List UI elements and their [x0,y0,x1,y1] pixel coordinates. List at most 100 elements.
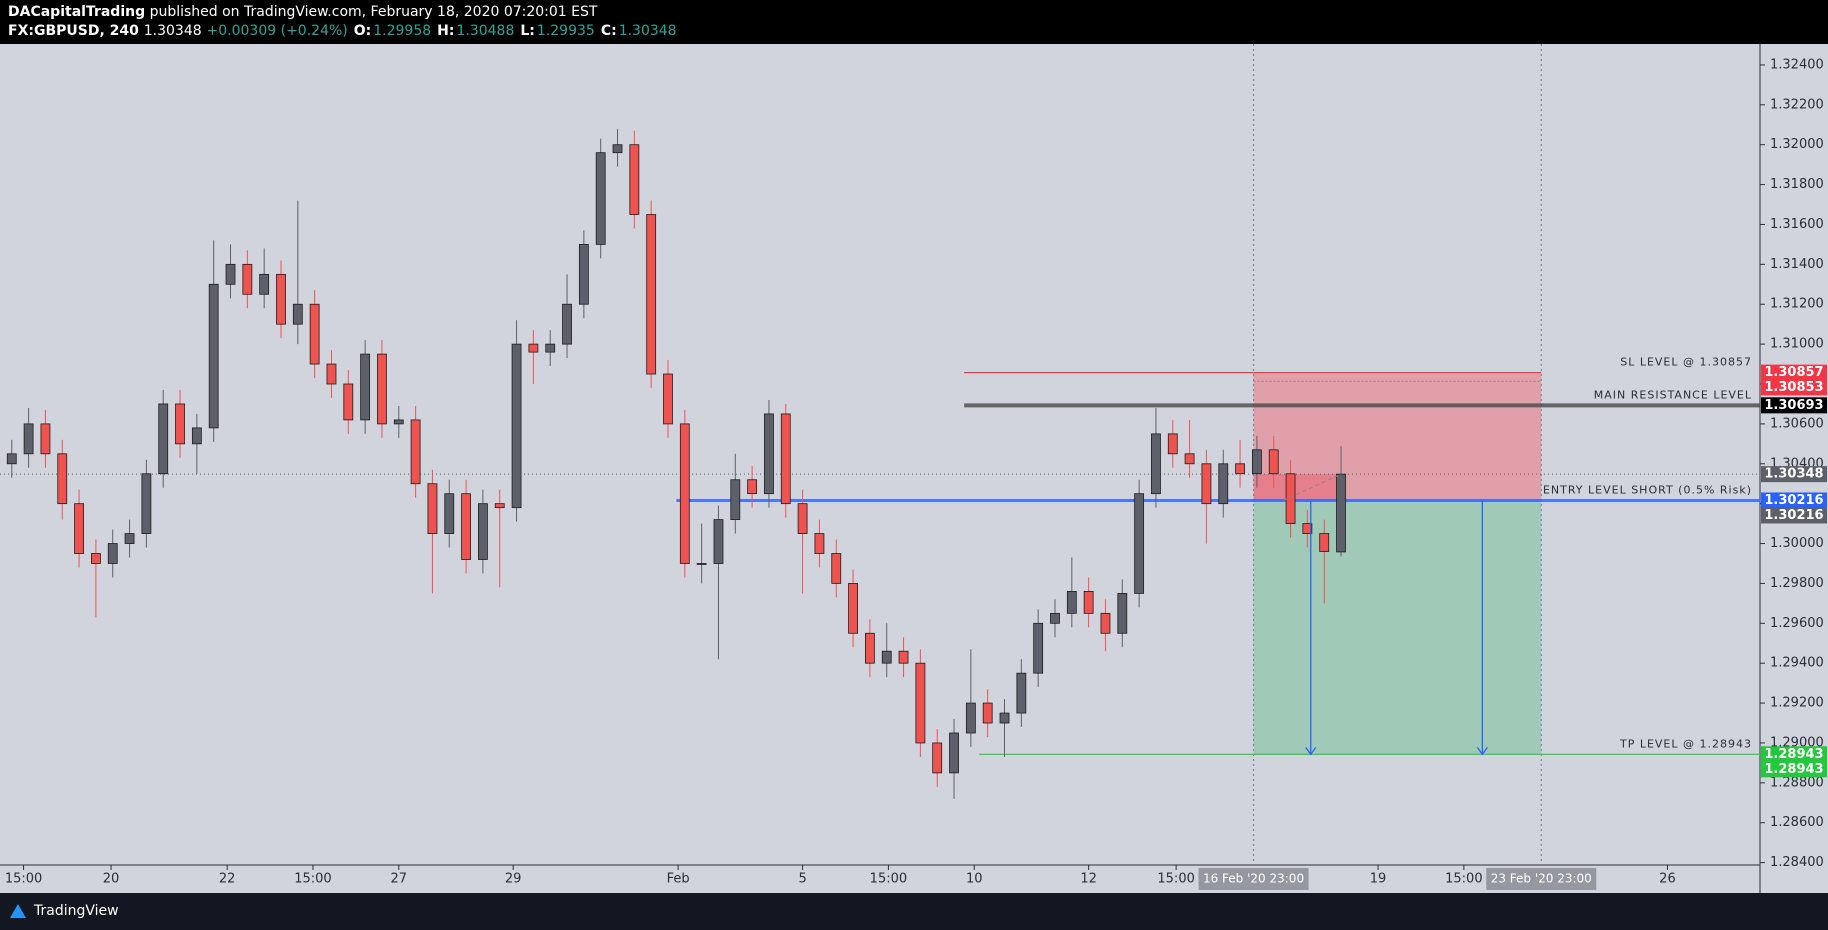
candle-body [343,383,354,421]
candle-body [511,343,522,509]
level-label: ENTRY LEVEL SHORT (0.5% Risk) [1543,483,1752,496]
x-tick-label: 15:00 [294,872,331,887]
candle-body [595,152,606,245]
y-tick-label: 1.29200 [1770,696,1824,711]
candle-body [1268,449,1279,475]
candle-body [528,343,539,353]
y-tick-label: 1.31000 [1770,337,1824,352]
candle-body [23,423,34,455]
candle-body [225,263,236,285]
x-tick-label: 22 [219,872,236,887]
ohlc: O: 1.29958 H: 1.30488 L: 1.29935 C: 1.30348 [354,23,677,39]
ohlc-label: H: [437,23,454,39]
range-tag [1198,868,1309,890]
candle-body [713,519,724,564]
x-tick-label: 15:00 [5,872,42,887]
candle-body [1235,463,1245,475]
publisher: DACapitalTrading [8,4,145,20]
y-tick-label: 1.29800 [1770,576,1824,591]
price-tag [1761,492,1827,509]
candle-body [1117,592,1128,634]
candle-body [276,273,286,325]
arrow-head [1305,746,1317,756]
header-line-2: FX:GBPUSD, 240 1.30348 +0.00309 (+0.24%)… [8,23,677,39]
candle-body [1151,433,1161,495]
stop-zone [1253,373,1542,501]
candle-body [696,563,707,565]
level-label: TP LEVEL @ 1.28943 [1619,737,1752,750]
header-bar [0,0,1828,44]
candle-body [393,419,404,425]
candle-body [865,632,875,664]
candle-body [74,503,84,554]
candle-body [1033,622,1044,674]
candle-body [91,553,101,564]
y-tick-label: 1.31200 [1770,297,1824,312]
x-tick-label: Feb [667,872,690,887]
candle-body [612,144,623,154]
candle-body [814,533,825,554]
candle-body [1066,590,1077,614]
x-tick-label: 15:00 [870,872,907,887]
range-tag-label: 23 Feb '20 23:00 [1491,872,1592,886]
ohlc-label: O: [354,23,372,39]
candle-body [326,363,337,385]
change: +0.00309 (+0.24%) [207,23,348,39]
price-tag-label: 1.28943 [1764,747,1823,762]
candle-body [1252,449,1262,475]
candle-body [562,303,572,345]
target-zone [1253,500,1542,755]
trend-hint [1283,473,1342,501]
price-tag-label: 1.28943 [1764,762,1823,777]
candle-body [1134,493,1145,594]
candle-body [124,533,135,544]
candle-body [141,473,152,534]
published: published on TradingView.com, February 1… [150,4,598,20]
ohlc-value: 1.29935 [537,23,595,39]
candle-body [478,503,488,560]
price-tag [1761,379,1827,396]
candle-body [1100,612,1111,634]
y-tick-label: 1.32400 [1770,57,1824,72]
candle-body [915,662,926,744]
x-tick-label: 10 [966,872,983,887]
price-tag-label: 1.30216 [1764,493,1823,508]
price-tag-label: 1.30853 [1764,380,1823,395]
y-tick-label: 1.28600 [1770,815,1824,830]
open-loss-zone [1253,474,1342,501]
y-tick-label: 1.31800 [1770,177,1824,192]
ohlc-value: 1.29958 [373,23,431,39]
brand: TradingView [33,903,119,919]
candle-body [1016,672,1027,714]
plot-area [0,44,1760,865]
candle-body [1302,523,1313,534]
price-tag [1761,466,1827,483]
candle-body [764,413,774,495]
candle-body [1285,473,1296,524]
price-tag-label: 1.30693 [1764,398,1823,413]
candle-body [730,479,741,521]
x-tick-label: 15:00 [1157,872,1194,887]
candle-body [444,493,455,534]
level-label: MAIN RESISTANCE LEVEL [1594,388,1752,401]
candle-body [410,419,421,485]
y-tick-label: 1.30000 [1770,536,1824,551]
candle-body [107,543,118,564]
candle-body [57,453,68,505]
x-tick-label: 27 [391,872,408,887]
candle-body [780,413,791,505]
candle-body [545,343,556,353]
y-tick-label: 1.31400 [1770,257,1824,272]
x-tick-label: 20 [103,872,120,887]
ohlc-label: L: [520,23,535,39]
candle-body [881,650,892,664]
candle-body [679,423,690,564]
candle-body [309,303,320,365]
ohlc-value: 1.30348 [619,23,677,39]
candle-body [898,650,909,664]
candle-body [208,283,219,429]
candle-body [831,553,842,584]
candle-body [242,263,253,295]
price-tag [1761,746,1827,763]
